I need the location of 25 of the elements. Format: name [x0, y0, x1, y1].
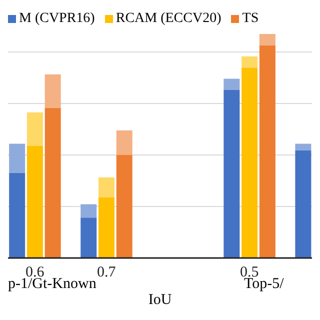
- bar: [295, 150, 312, 258]
- bar: [98, 198, 114, 258]
- legend-label: TS: [242, 11, 259, 27]
- bar: [26, 112, 43, 146]
- bar: [9, 144, 26, 173]
- bar: [80, 218, 97, 258]
- bar: [224, 90, 240, 258]
- bar: [9, 172, 26, 258]
- legend-label: RCAM (ECCV20): [116, 11, 222, 27]
- x-tick-label: 0.7: [96, 264, 116, 281]
- bar: [44, 74, 61, 108]
- bar: [26, 146, 43, 258]
- bar: [116, 154, 132, 258]
- bar: [98, 177, 114, 198]
- bar: [259, 34, 276, 46]
- bar: [116, 130, 132, 155]
- bar: [44, 108, 61, 258]
- bar: [259, 45, 276, 258]
- bar: [242, 56, 258, 68]
- bar: [295, 144, 312, 150]
- bar: [242, 68, 258, 258]
- bar: [80, 204, 97, 218]
- x-axis-title: IoU: [147, 292, 173, 309]
- legend-label: M (CVPR16): [19, 11, 95, 27]
- bar: [224, 78, 240, 90]
